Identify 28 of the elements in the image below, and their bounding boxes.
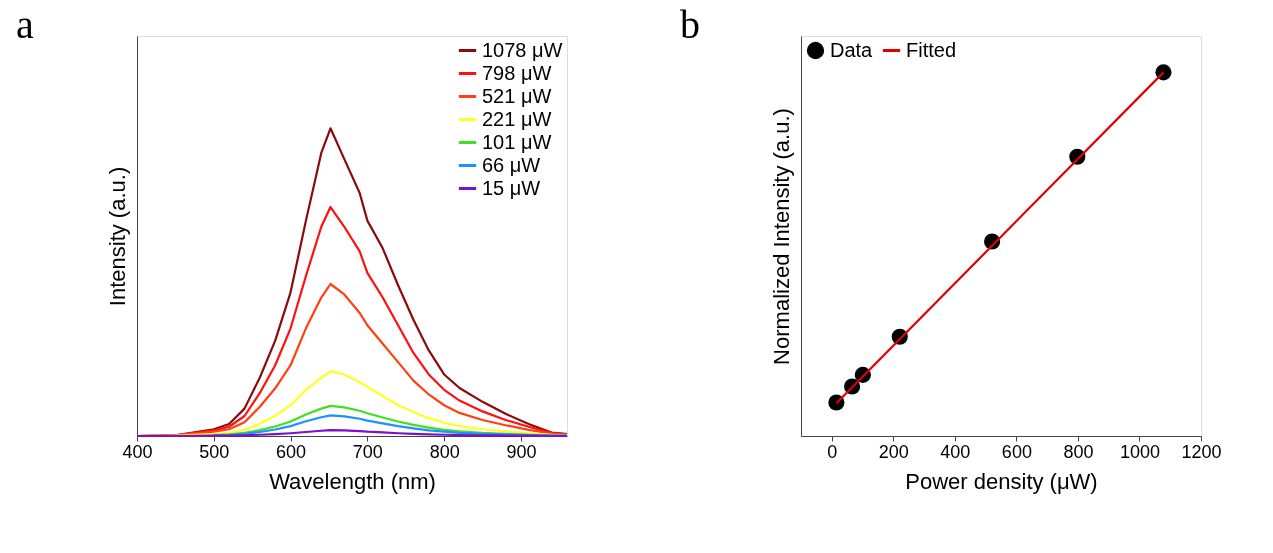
legend-label: 101 μW xyxy=(482,130,552,153)
legend-label: 66 μW xyxy=(482,153,541,176)
legend-label: Fitted xyxy=(906,38,957,61)
legend-label: 1078 μW xyxy=(482,38,563,61)
x-axis-title: Power density (μW) xyxy=(905,468,1098,494)
x-tick-label: 600 xyxy=(1001,441,1032,462)
legend-label: 221 μW xyxy=(482,107,552,130)
chart-title: b xyxy=(680,2,700,47)
x-tick-label: 400 xyxy=(940,441,971,462)
x-tick-label: 400 xyxy=(122,441,153,462)
x-tick-label: 200 xyxy=(878,441,909,462)
x-tick-label: 500 xyxy=(199,441,230,462)
x-axis-title: Wavelength (nm) xyxy=(269,468,436,494)
y-axis-title: Intensity (a.u.) xyxy=(104,166,130,307)
legend-label: 798 μW xyxy=(482,61,552,84)
legend-label: Data xyxy=(830,38,874,61)
x-tick-label: 800 xyxy=(1063,441,1094,462)
x-tick-label: 1000 xyxy=(1119,441,1160,462)
x-tick-label: 0 xyxy=(827,441,838,462)
x-tick-label: 600 xyxy=(276,441,307,462)
chart-title: a xyxy=(16,2,34,47)
legend-label: 15 μW xyxy=(482,176,541,199)
x-tick-label: 800 xyxy=(429,441,460,462)
legend-label: 521 μW xyxy=(482,84,552,107)
x-tick-label: 1200 xyxy=(1181,441,1222,462)
y-axis-title: Normalized Intensity (a.u.) xyxy=(768,108,794,365)
x-tick-label: 900 xyxy=(506,441,537,462)
x-tick-label: 700 xyxy=(352,441,383,462)
